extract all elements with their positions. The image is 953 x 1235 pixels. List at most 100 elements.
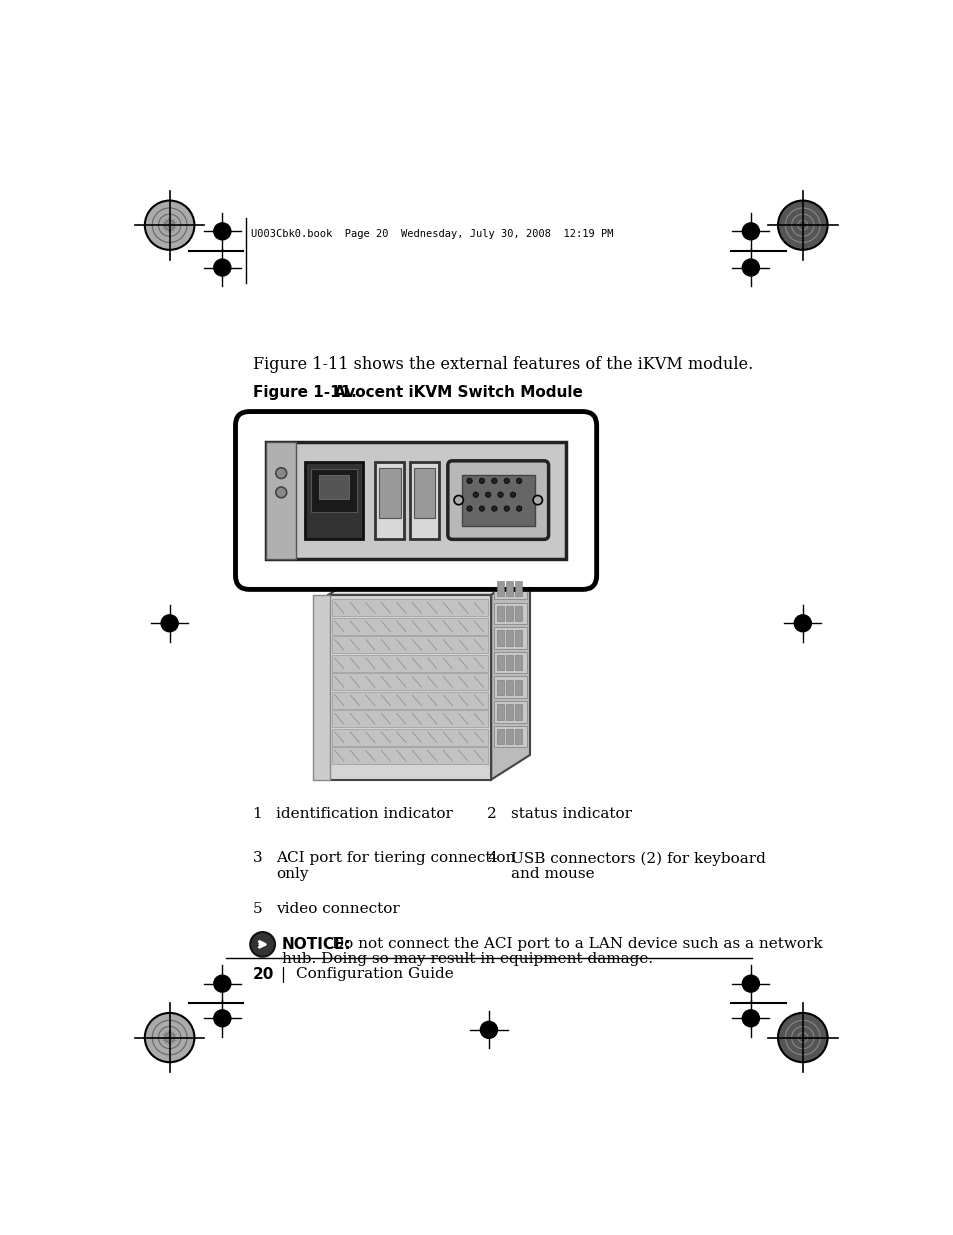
Circle shape [748,1016,752,1020]
Text: only: only [275,867,308,881]
Circle shape [516,506,521,511]
Bar [332,747,488,764]
FancyBboxPatch shape [447,461,548,540]
Text: Figure 1-11.: Figure 1-11. [253,385,355,400]
Bar [266,442,565,558]
Circle shape [168,621,172,625]
Text: 3: 3 [253,851,262,866]
Bar [505,655,513,671]
Text: hub. Doing so may result in equipment damage.: hub. Doing so may result in equipment da… [282,952,653,966]
Bar [497,679,503,695]
Text: and mouse: and mouse [510,867,594,881]
Bar [332,618,488,635]
Text: 1: 1 [261,411,271,426]
Bar [494,677,526,698]
Bar [505,580,513,597]
Circle shape [741,976,759,992]
Bar [515,655,521,671]
Text: 20: 20 [253,967,274,982]
Circle shape [497,492,503,498]
Text: ACI port for tiering connection: ACI port for tiering connection [275,851,515,866]
Circle shape [220,982,224,986]
Bar [305,462,363,538]
Circle shape [485,492,491,498]
Circle shape [800,621,804,625]
Circle shape [145,1013,194,1062]
Bar [515,704,521,720]
Bar [332,636,488,653]
Circle shape [213,976,231,992]
Bar [505,605,513,621]
Circle shape [533,495,542,505]
Circle shape [486,1028,491,1031]
Circle shape [454,495,463,505]
Circle shape [250,932,274,957]
Polygon shape [328,595,491,779]
Text: 2: 2 [487,806,497,820]
FancyBboxPatch shape [235,411,596,589]
Bar [505,704,513,720]
Circle shape [741,222,759,240]
Bar [332,692,488,709]
Circle shape [161,615,178,632]
Circle shape [213,259,231,275]
Text: 4: 4 [458,411,469,426]
Bar [515,580,521,597]
Bar [332,655,488,672]
Circle shape [503,506,509,511]
Circle shape [503,478,509,484]
Text: Figure 1-11 shows the external features of the iKVM module.: Figure 1-11 shows the external features … [253,356,752,373]
Bar [311,469,356,511]
Circle shape [213,1010,231,1026]
Bar [497,655,503,671]
Circle shape [794,615,810,632]
Text: 1: 1 [253,806,262,820]
Circle shape [748,266,752,269]
Text: 3: 3 [389,411,398,426]
Circle shape [778,200,827,249]
Circle shape [748,230,752,233]
Text: 5: 5 [552,411,561,426]
Bar [375,462,404,538]
Bar [494,726,526,747]
Text: U003Cbk0.book  Page 20  Wednesday, July 30, 2008  12:19 PM: U003Cbk0.book Page 20 Wednesday, July 30… [251,230,613,240]
Polygon shape [328,571,530,595]
Bar [515,729,521,745]
Circle shape [466,478,472,484]
Bar [505,729,513,745]
Circle shape [275,468,286,478]
Bar [332,729,488,746]
Text: identification indicator: identification indicator [275,806,453,820]
Bar [313,595,330,779]
Circle shape [220,230,224,233]
Bar [494,603,526,624]
Text: Avocent iKVM Switch Module: Avocent iKVM Switch Module [313,385,582,400]
Circle shape [473,492,478,498]
Text: 2: 2 [312,411,321,426]
Bar [497,729,503,745]
Circle shape [778,1013,827,1062]
Bar [414,468,435,517]
Circle shape [516,478,521,484]
Text: NOTICE:: NOTICE: [282,936,352,952]
Circle shape [480,1021,497,1039]
Polygon shape [491,571,530,779]
Circle shape [741,259,759,275]
Text: Do not connect the ACI port to a LAN device such as a network: Do not connect the ACI port to a LAN dev… [327,936,821,951]
Text: 4: 4 [487,851,497,866]
Bar [497,630,503,646]
Circle shape [478,506,484,511]
Bar [515,679,521,695]
Text: video connector: video connector [275,902,399,916]
Circle shape [741,1010,759,1026]
Bar [332,599,488,616]
Bar [332,673,488,690]
Circle shape [145,200,194,249]
Circle shape [213,222,231,240]
Bar [494,578,526,599]
Circle shape [748,982,752,986]
Bar [497,580,503,597]
Bar [332,710,488,727]
Bar [505,679,513,695]
Bar [505,630,513,646]
